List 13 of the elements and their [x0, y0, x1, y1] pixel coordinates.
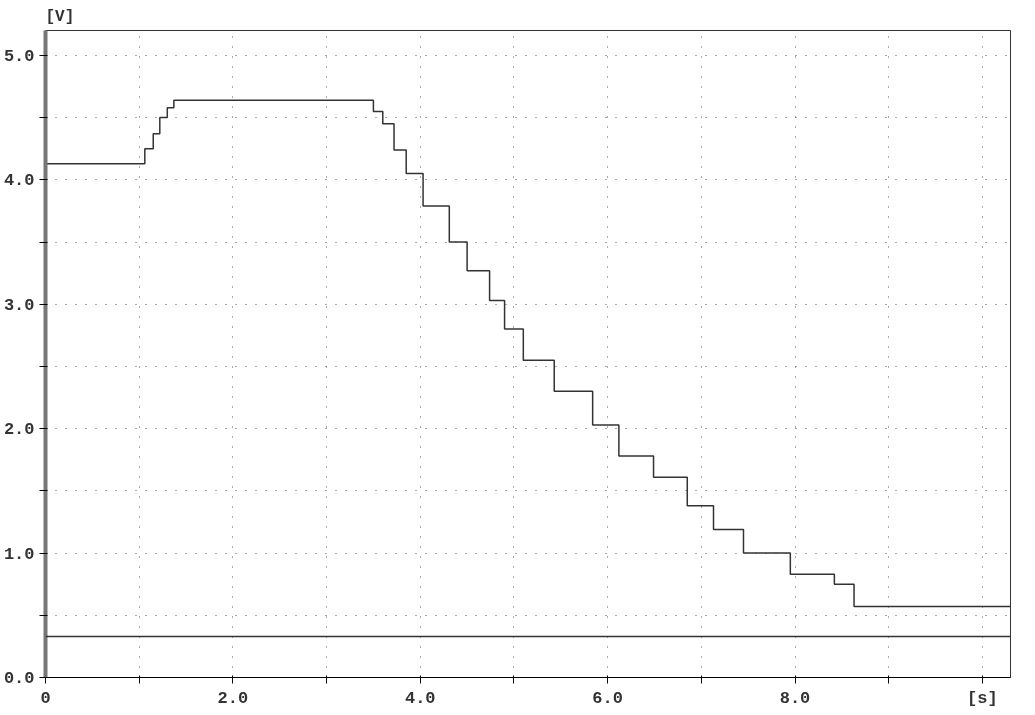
x-tick-label: 4.0 — [404, 688, 436, 708]
x-tick-label: 0 — [40, 688, 51, 708]
x-tick-label: [s] — [967, 688, 998, 708]
x-tick-label: 8.0 — [779, 688, 811, 708]
y-tick-label: 3.0 — [3, 295, 35, 315]
y-tick-label: 4.0 — [3, 171, 35, 191]
x-tick-label: 2.0 — [217, 688, 249, 708]
y-tick-label: 1.0 — [3, 544, 35, 564]
y-tick-label: 5.0 — [3, 46, 35, 66]
y-axis-title: [V] — [45, 7, 75, 26]
x-tick-label: 6.0 — [592, 688, 623, 708]
y-tick-label: 2.0 — [3, 420, 35, 440]
y-tick-label: 0.0 — [3, 669, 35, 688]
